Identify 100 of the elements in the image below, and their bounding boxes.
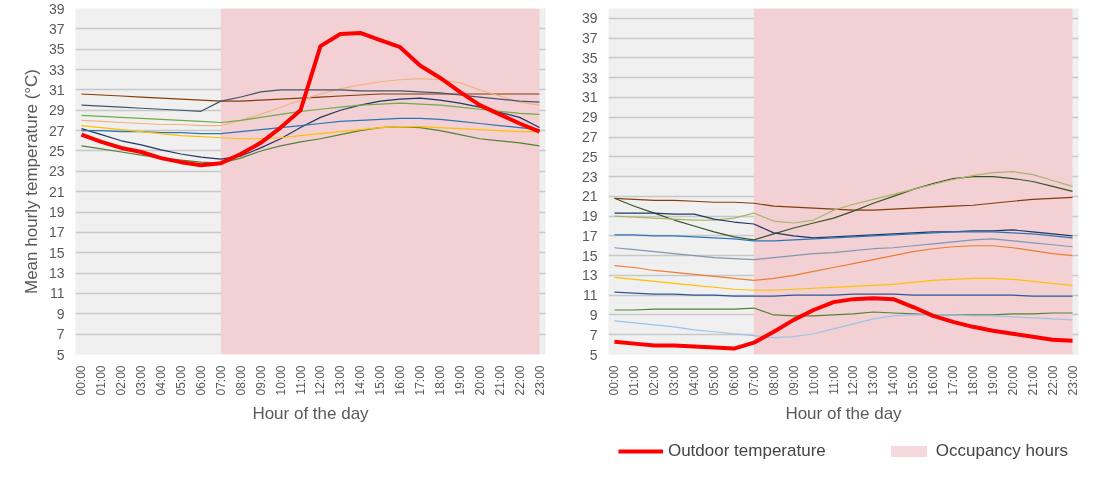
y-tick-label: 11 [582,287,598,304]
x-tick-label: 14:00 [353,365,368,396]
y-tick-label: 23 [48,163,65,180]
line-series [613,314,1074,339]
y-tick-label: 17 [581,227,598,244]
line-series [80,102,541,124]
y-tick-label: 39 [581,10,598,27]
y-tick-label: 29 [48,102,65,119]
x-tick-label: 00:00 [74,365,89,396]
y-tick-label: 29 [581,109,598,126]
x-tick-label: 01:00 [627,365,642,396]
legend-label: Occupancy hours [935,441,1069,461]
x-tick-label: 15:00 [373,365,388,396]
line-series [613,276,1074,291]
x-tick-label: 09:00 [253,365,268,396]
line-series [80,97,541,160]
x-tick-label: 03:00 [667,365,682,396]
x-tick-label: 09:00 [786,365,801,396]
y-tick-label: 9 [589,306,598,323]
legend-label: Outdoor temperature [667,441,826,461]
x-tick-label: 13:00 [333,365,348,396]
x-tick-label: 14:00 [886,365,901,396]
x-tick-label: 21:00 [492,365,507,396]
x-tick-label: 21:00 [1025,365,1040,396]
y-tick-label: 13 [48,265,65,282]
y-tick-label: 15 [48,244,65,261]
y-tick-label: 15 [581,247,598,264]
y-tick-label: 25 [48,142,65,159]
line-series [80,93,541,102]
x-tick-label: 20:00 [472,365,487,396]
x-tick-label: 20:00 [1005,365,1020,396]
x-tick-label: 10:00 [273,365,288,396]
x-tick-label: 04:00 [687,365,702,396]
x-tick-label: 08:00 [233,365,248,396]
x-tick-label: 07:00 [213,365,228,396]
x-tick-label: 23:00 [532,365,547,396]
y-tick-label: 9 [56,305,65,322]
line-series [80,89,541,112]
x-tick-label: 07:00 [746,365,761,396]
x-tick-label: 12:00 [313,365,328,396]
x-tick-label: 06:00 [193,365,208,396]
y-tick-label: 19 [48,204,65,221]
line-series [613,307,1074,317]
y-tick-label: 37 [581,30,598,47]
y-tick-label: 33 [48,61,65,78]
x-tick-label: 01:00 [94,365,109,396]
y-tick-label: 21 [581,188,598,205]
y-tick-label: 33 [581,69,598,86]
y-tick-label: 39 [48,0,65,17]
x-tick-label: 17:00 [946,365,961,396]
y-tick-label: 27 [48,122,65,139]
y-tick-label: 11 [49,285,65,302]
y-tick-label: 13 [581,267,598,284]
y-tick-label: 37 [48,20,65,37]
x-tick-label: 22:00 [1045,365,1060,396]
y-tick-label: 21 [48,183,65,200]
x-tick-label: 16:00 [926,365,941,396]
x-tick-label: 04:00 [154,365,169,396]
x-axis-title: Hour of the day [785,403,903,423]
x-tick-label: 05:00 [174,365,189,396]
x-tick-label: 11:00 [293,365,308,395]
y-tick-label: 7 [56,326,65,343]
line-series [79,30,542,168]
x-tick-label: 12:00 [846,365,861,396]
x-tick-label: 03:00 [134,365,149,396]
x-tick-label: 06:00 [726,365,741,396]
x-tick-label: 08:00 [766,365,781,396]
y-axis-title: Mean hourly temperature (°C) [21,68,41,295]
x-axis-title: Hour of the day [252,403,370,423]
x-tick-label: 05:00 [707,365,722,396]
x-tick-label: 15:00 [906,365,921,396]
x-tick-label: 10:00 [806,365,821,396]
y-tick-label: 25 [581,148,598,165]
y-tick-label: 19 [581,208,598,225]
x-tick-label: 00:00 [607,365,622,396]
y-tick-label: 5 [56,346,65,363]
y-tick-label: 27 [581,129,598,146]
x-tick-label: 16:00 [393,365,408,396]
line-series [613,175,1074,241]
x-tick-label: 22:00 [512,365,527,396]
line-series [612,296,1075,351]
y-tick-label: 31 [581,89,598,106]
x-tick-label: 18:00 [432,365,447,396]
line-series [613,171,1074,224]
x-tick-label: 23:00 [1065,365,1080,396]
line-series [613,212,1074,239]
x-tick-label: 11:00 [826,365,841,395]
x-tick-label: 19:00 [985,365,1000,396]
x-tick-label: 02:00 [647,365,662,396]
x-tick-label: 18:00 [965,365,980,396]
y-tick-label: 17 [48,224,65,241]
x-tick-label: 02:00 [114,365,129,396]
x-tick-label: 17:00 [413,365,428,396]
y-tick-label: 5 [589,346,598,363]
line-series [80,78,541,127]
y-tick-label: 7 [589,326,598,343]
y-tick-label: 35 [581,49,598,66]
line-series [613,231,1074,242]
line-series [613,245,1074,281]
x-tick-label: 13:00 [866,365,881,396]
